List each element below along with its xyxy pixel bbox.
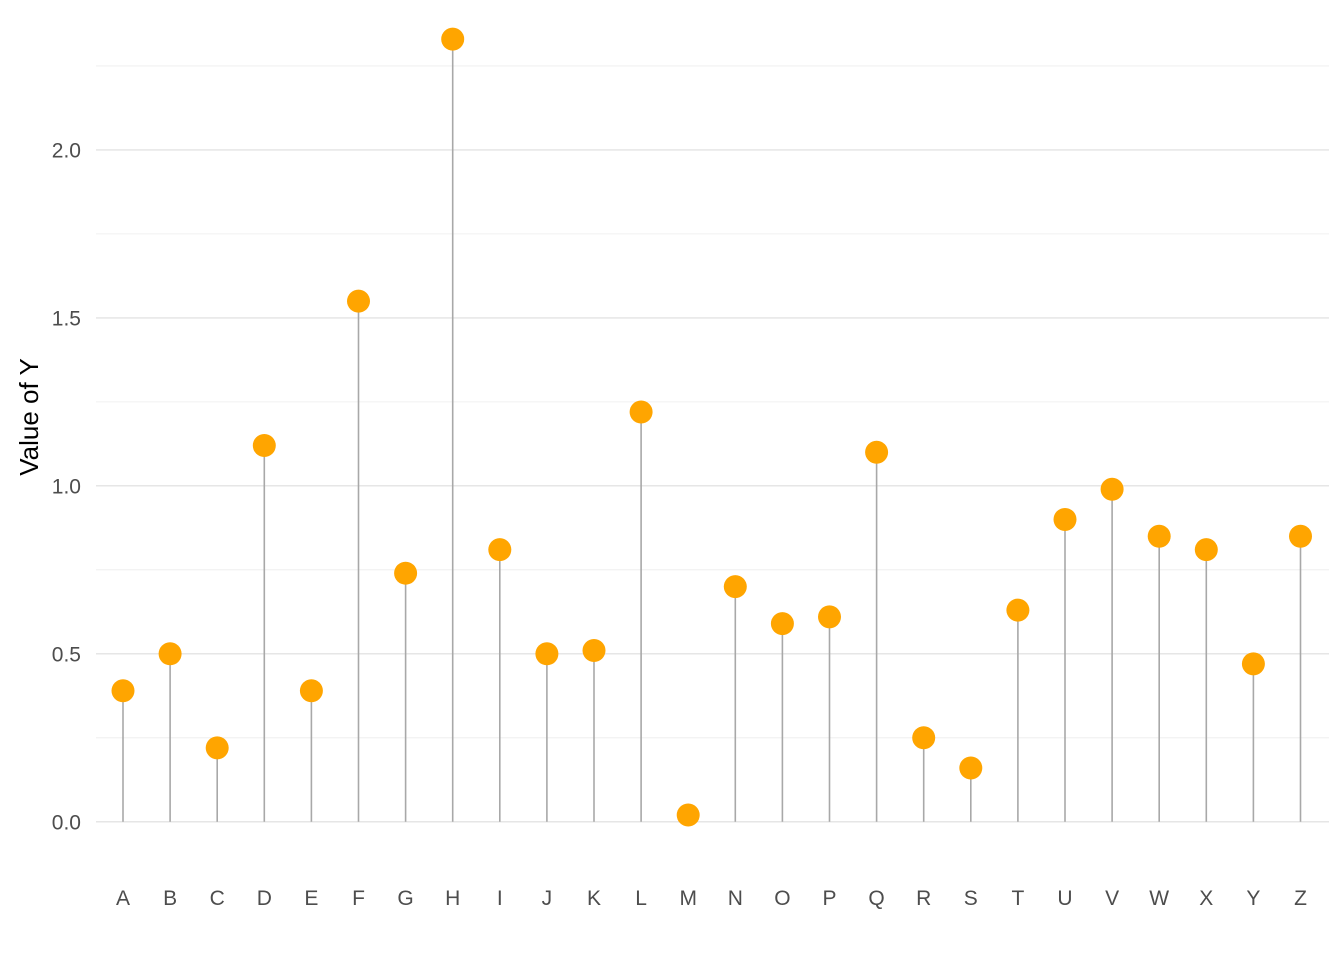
x-tick-label: U xyxy=(1057,887,1072,910)
y-axis-title: Value of Y xyxy=(14,358,44,476)
x-tick-label: J xyxy=(542,887,553,910)
x-tick-label: K xyxy=(587,887,601,910)
point-m xyxy=(676,803,700,827)
y-tick-label: 0.0 xyxy=(52,811,81,834)
point-f xyxy=(347,289,370,313)
stems xyxy=(122,39,1302,822)
point-o xyxy=(770,612,794,636)
point-d xyxy=(252,434,276,458)
point-e xyxy=(299,679,323,703)
point-r xyxy=(912,726,936,750)
y-axis-tick-labels: 0.0 0.5 1.0 1.5 2.0 xyxy=(52,139,81,834)
point-w xyxy=(1147,524,1171,548)
y-tick-label: 0.5 xyxy=(52,643,81,666)
x-axis-tick-labels: A B C D E F G H I J K L M N O P Q R S T U V W X Y Z xyxy=(116,887,1307,910)
x-tick-label: E xyxy=(304,887,318,910)
x-tick-label: B xyxy=(163,887,177,910)
point-y xyxy=(1241,652,1265,676)
x-tick-label: W xyxy=(1149,887,1169,910)
point-l xyxy=(629,400,653,424)
x-tick-label: Z xyxy=(1294,887,1307,910)
x-tick-label: L xyxy=(635,887,647,910)
x-tick-label: Q xyxy=(868,887,884,910)
x-tick-label: P xyxy=(822,887,836,910)
point-n xyxy=(723,575,747,599)
x-tick-label: S xyxy=(964,887,978,910)
point-b xyxy=(158,642,182,666)
x-tick-label: N xyxy=(728,887,743,910)
point-t xyxy=(1006,598,1030,622)
x-tick-label: M xyxy=(679,887,697,910)
points xyxy=(111,27,1312,827)
x-tick-label: G xyxy=(397,887,413,910)
point-h xyxy=(441,27,465,51)
x-tick-label: H xyxy=(445,887,460,910)
x-tick-label: T xyxy=(1011,887,1024,910)
point-p xyxy=(818,605,841,629)
point-u xyxy=(1053,507,1077,531)
x-tick-label: X xyxy=(1199,887,1213,910)
x-tick-label: V xyxy=(1105,887,1119,910)
point-c xyxy=(205,736,229,760)
point-k xyxy=(582,638,606,662)
x-tick-label: C xyxy=(210,887,225,910)
x-tick-label: A xyxy=(116,887,130,910)
grid-lines xyxy=(96,65,1329,823)
x-tick-label: R xyxy=(916,887,931,910)
x-tick-label: Y xyxy=(1246,887,1260,910)
y-tick-label: 1.0 xyxy=(52,475,81,498)
x-tick-label: F xyxy=(352,887,365,910)
y-tick-label: 2.0 xyxy=(52,139,81,162)
point-x xyxy=(1194,538,1218,562)
point-i xyxy=(488,538,512,562)
x-tick-label: O xyxy=(774,887,790,910)
point-a xyxy=(111,679,135,703)
x-tick-label: I xyxy=(497,887,503,910)
point-z xyxy=(1289,524,1312,548)
point-j xyxy=(535,642,559,666)
point-v xyxy=(1100,477,1124,501)
point-g xyxy=(394,561,418,585)
point-s xyxy=(959,756,983,780)
point-q xyxy=(865,440,889,464)
x-tick-label: D xyxy=(257,887,272,910)
y-tick-label: 1.5 xyxy=(52,307,81,330)
